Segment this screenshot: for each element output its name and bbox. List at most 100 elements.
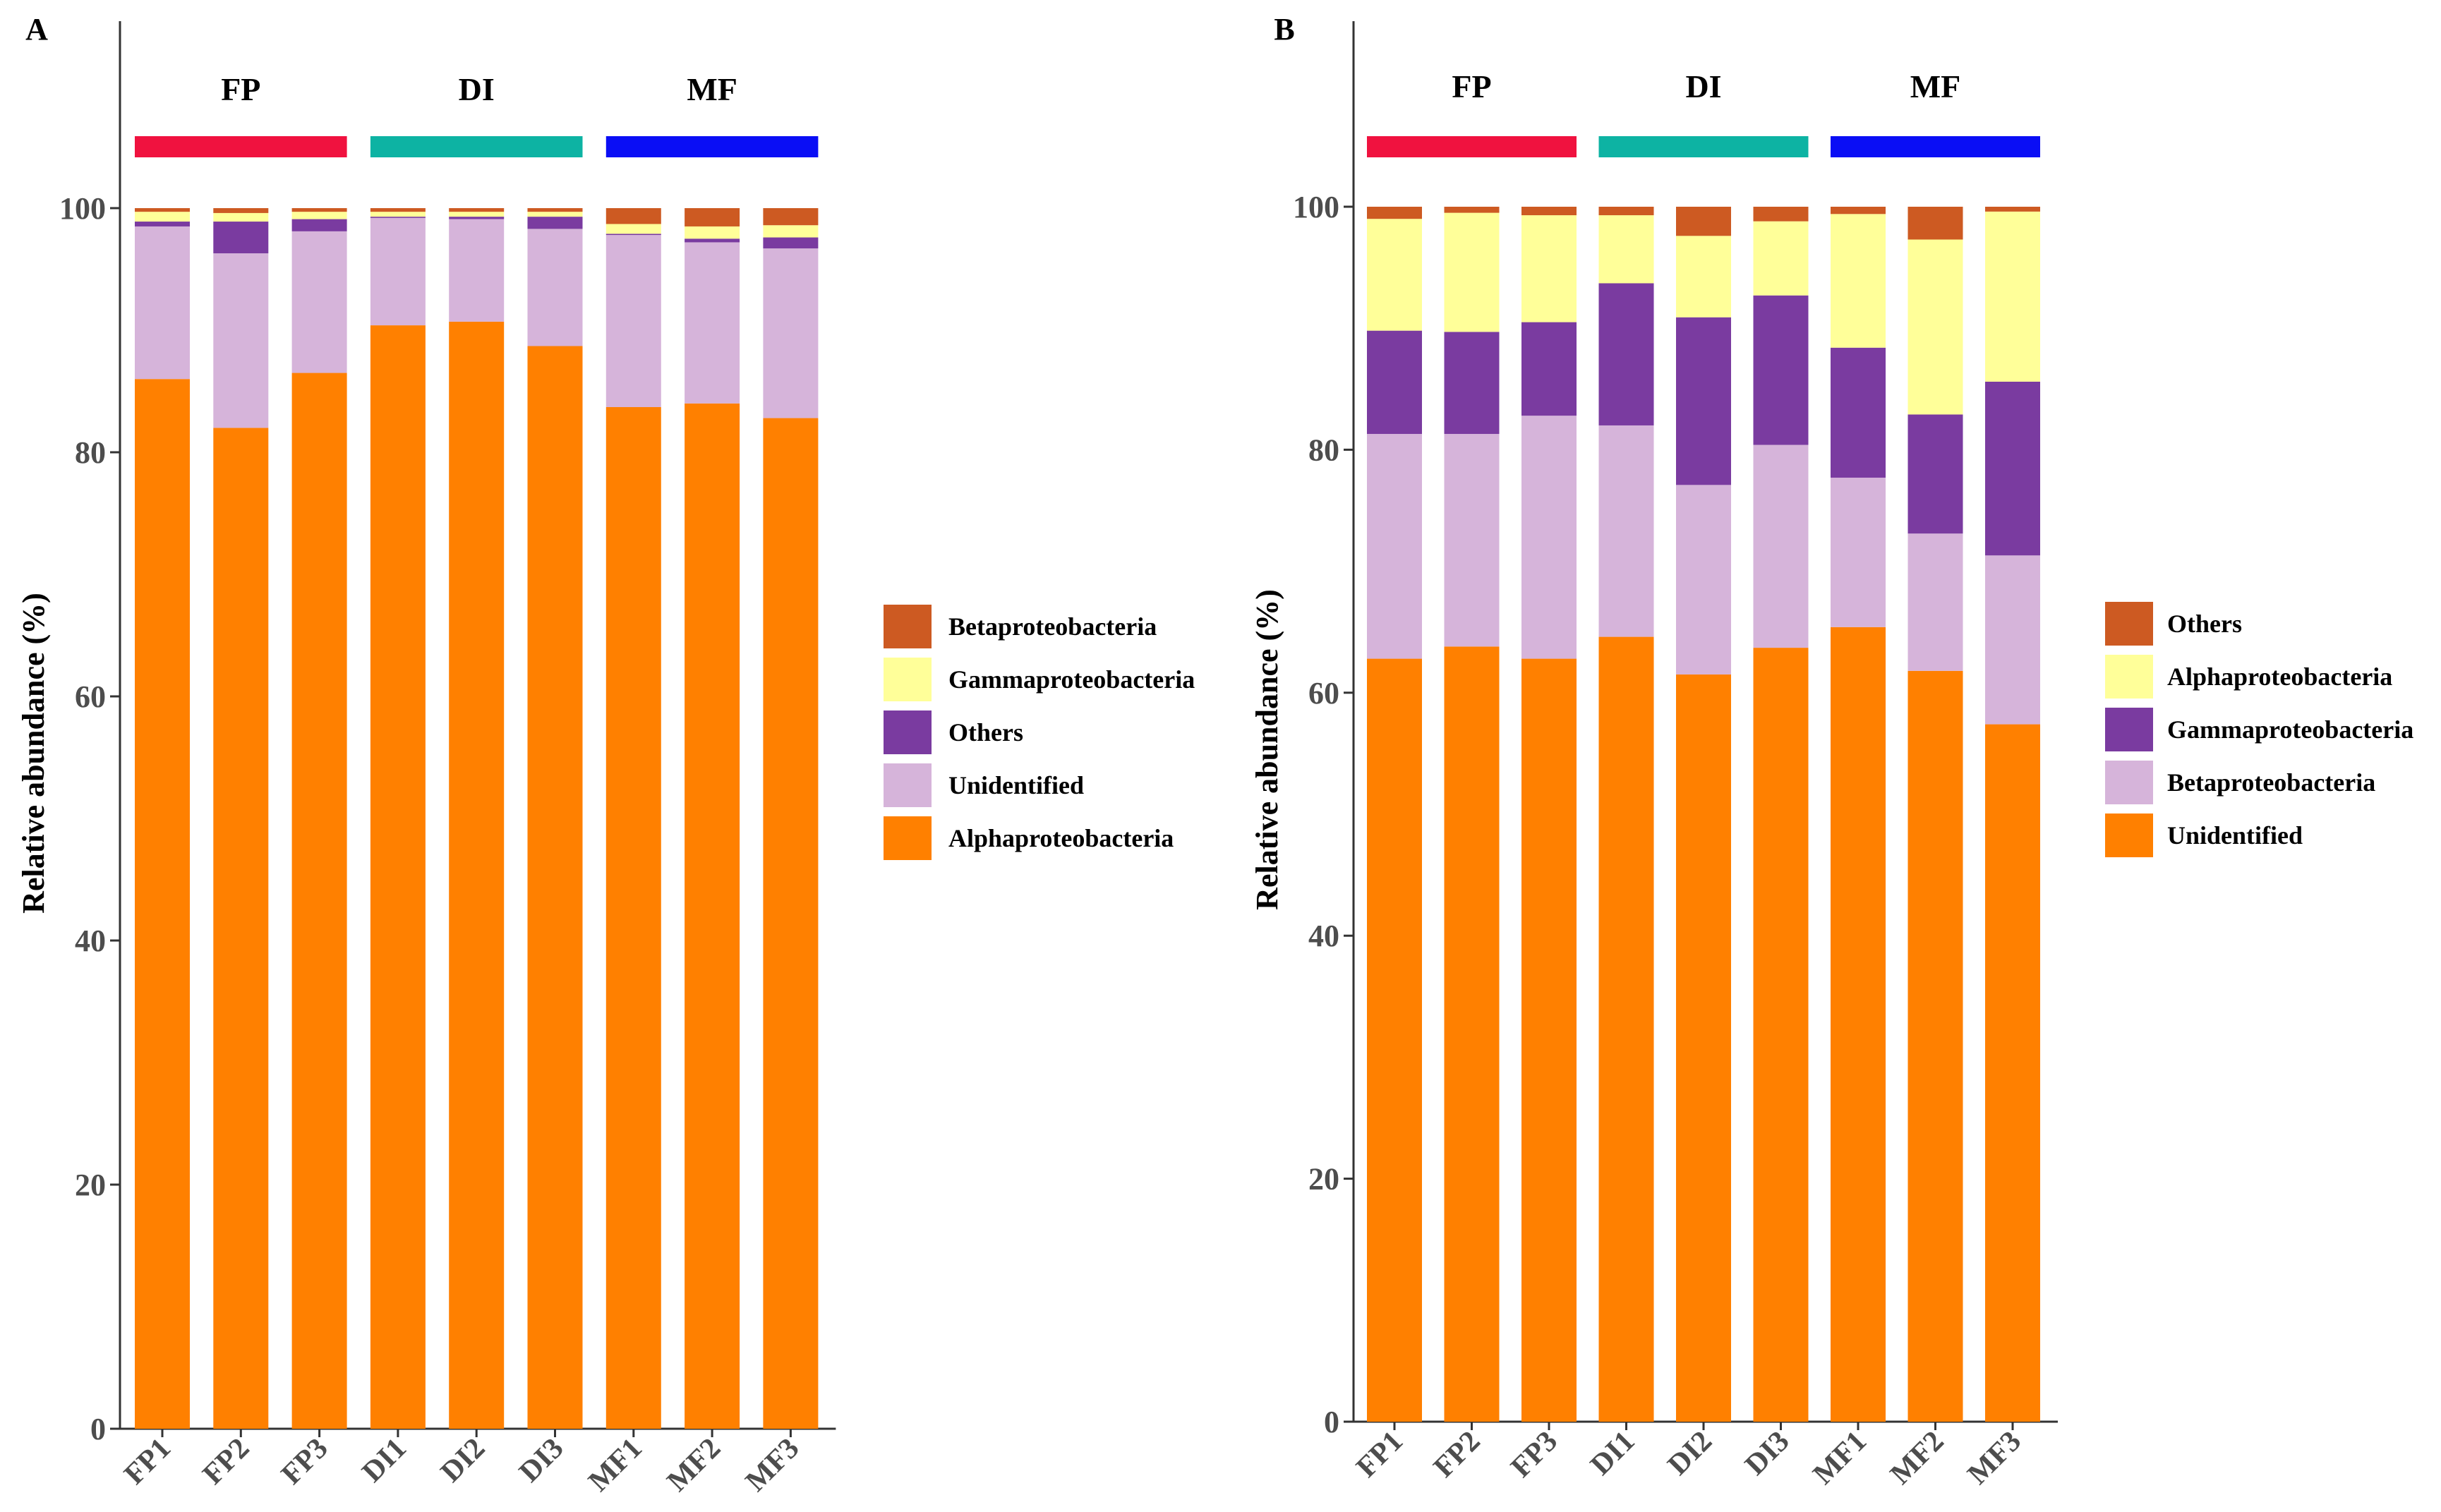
- bar-segment-fp2-gammaproteobacteria: [1444, 332, 1500, 435]
- x-tick-label-di1: DI1: [356, 1432, 413, 1489]
- bar-segment-fp3-alphaproteobacteria: [1521, 215, 1577, 322]
- bar-segment-di2-alphaproteobacteria: [449, 321, 505, 1429]
- x-tick-label-mf2: MF2: [661, 1432, 728, 1499]
- bar-segment-mf2-unidentified: [685, 242, 740, 404]
- x-tick-label-mf1: MF1: [1807, 1425, 1874, 1492]
- bar-segment-mf3-others: [763, 237, 819, 249]
- legend-swatch-unidentified: [2105, 814, 2153, 857]
- bar-segment-mf2-gammaproteobacteria: [685, 226, 740, 239]
- bar-segment-mf1-unidentified: [1831, 627, 1886, 1422]
- bar-segment-di3-betaproteobacteria: [527, 208, 583, 212]
- bar-segment-mf2-others: [1907, 207, 1963, 240]
- bar-segment-di3-gammaproteobacteria: [1753, 295, 1809, 445]
- bar-segment-mf2-gammaproteobacteria: [1907, 414, 1963, 534]
- legend: Betaproteobacteria Gammaproteobacteria Oth…: [884, 605, 1195, 860]
- legend-label-gammaproteobacteria: Gammaproteobacteria: [948, 665, 1195, 694]
- bar-segment-di1-alphaproteobacteria: [370, 325, 426, 1429]
- bar-segment-fp1-gammaproteobacteria: [1367, 330, 1422, 435]
- bar-segment-mf1-gammaproteobacteria: [1831, 347, 1886, 478]
- legend-label-unidentified: Unidentified: [2167, 821, 2303, 849]
- y-tick-label: 20: [1308, 1162, 1339, 1197]
- legend-label-betaproteobacteria: Betaproteobacteria: [948, 612, 1157, 641]
- group-bar-fp: [135, 136, 347, 157]
- bar-segment-fp2-others: [213, 222, 269, 254]
- bar-segment-di2-unidentified: [449, 219, 505, 322]
- group-bar-mf: [605, 136, 819, 157]
- bar-segment-di1-unidentified: [370, 217, 426, 326]
- bar-segment-fp1-betaproteobacteria: [1367, 434, 1422, 659]
- bar-segment-mf2-others: [685, 238, 740, 243]
- bar-segment-di2-betaproteobacteria: [1676, 485, 1731, 675]
- y-axis-title: Relative abundance (%): [16, 593, 51, 914]
- chart-panel-a: A 0 20 40 60 80 100 Relative abundance (%) FP1 FP…: [16, 12, 1195, 1498]
- x-tick-label-fp2: FP2: [1428, 1425, 1487, 1484]
- legend-swatch-betaproteobacteria: [884, 605, 932, 648]
- bar-segment-fp1-alphaproteobacteria: [135, 379, 190, 1429]
- x-tick-label-di3: DI3: [513, 1432, 569, 1489]
- bar-segment-di3-others: [1753, 207, 1809, 222]
- legend-swatch-gammaproteobacteria: [884, 658, 932, 701]
- y-tick-label: 40: [1308, 919, 1339, 953]
- bar-segment-fp2-alphaproteobacteria: [1444, 212, 1500, 332]
- bar-segment-di2-gammaproteobacteria: [1676, 317, 1731, 485]
- bar-segment-fp2-betaproteobacteria: [1444, 434, 1500, 647]
- legend-label-gammaproteobacteria: Gammaproteobacteria: [2167, 715, 2413, 744]
- bar-segment-mf2-unidentified: [1907, 670, 1963, 1422]
- x-tick-label-di2: DI2: [435, 1432, 491, 1489]
- panel-letter: A: [25, 12, 48, 47]
- group-label-mf: MF: [687, 71, 737, 107]
- y-axis-title: Relative abundance (%): [1250, 589, 1284, 910]
- bar-segment-mf3-gammaproteobacteria: [1985, 381, 2040, 556]
- bar-segment-di3-betaproteobacteria: [1753, 444, 1809, 648]
- bar-segment-fp3-betaproteobacteria: [1521, 416, 1577, 659]
- bar-segment-fp3-others: [1521, 207, 1577, 216]
- legend-label-others: Others: [2167, 610, 2242, 638]
- bar-segment-di1-alphaproteobacteria: [1598, 215, 1654, 284]
- legend-swatch-others: [2105, 602, 2153, 646]
- x-tick-label-fp1: FP1: [1350, 1425, 1409, 1484]
- legend-label-betaproteobacteria: Betaproteobacteria: [2167, 768, 2375, 797]
- bar-segment-mf3-betaproteobacteria: [1985, 555, 2040, 725]
- bar-segment-di1-betaproteobacteria: [370, 208, 426, 212]
- legend-swatch-gammaproteobacteria: [2105, 708, 2153, 751]
- bar-segment-fp2-others: [1444, 207, 1500, 213]
- x-tick-label-di3: DI3: [1739, 1425, 1795, 1482]
- bar-segment-mf3-unidentified: [763, 248, 819, 418]
- bar-segment-di3-unidentified: [527, 229, 583, 346]
- bar-segment-di3-unidentified: [1753, 648, 1809, 1422]
- bar-segment-di1-gammaproteobacteria: [370, 212, 426, 217]
- bar-segment-fp2-gammaproteobacteria: [213, 212, 269, 222]
- legend-swatch-others: [884, 710, 932, 754]
- bar-segment-fp2-betaproteobacteria: [213, 208, 269, 213]
- bar-segment-mf1-gammaproteobacteria: [605, 224, 661, 234]
- legend-swatch-unidentified: [884, 763, 932, 807]
- y-tick-label: 0: [90, 1412, 106, 1446]
- bar-segment-mf1-betaproteobacteria: [1831, 478, 1886, 627]
- group-label-di: DI: [1685, 68, 1721, 104]
- x-tick-label-fp3: FP3: [1505, 1425, 1564, 1484]
- group-bar-mf: [1831, 136, 2040, 157]
- legend: Others Alphaproteobacteria Gammaproteobact…: [2105, 602, 2413, 857]
- x-tick-label-di2: DI2: [1662, 1425, 1718, 1482]
- bar-segment-fp1-others: [1367, 207, 1422, 219]
- group-bar-di: [1598, 136, 1809, 157]
- x-tick-label-mf2: MF2: [1884, 1425, 1951, 1492]
- group-bar-di: [370, 136, 583, 157]
- bar-segment-mf1-alphaproteobacteria: [605, 406, 661, 1429]
- x-tick-label-fp2: FP2: [197, 1432, 256, 1492]
- group-label-fp: FP: [1452, 68, 1491, 104]
- bar-segment-di1-unidentified: [1598, 636, 1654, 1422]
- bar-segment-mf2-alphaproteobacteria: [1907, 239, 1963, 415]
- y-tick-label: 80: [75, 435, 106, 470]
- bar-segment-mf3-alphaproteobacteria: [763, 418, 819, 1429]
- bar-segment-fp1-betaproteobacteria: [135, 208, 190, 212]
- legend-label-others: Others: [948, 718, 1023, 746]
- bar-segment-mf3-others: [1985, 207, 2040, 212]
- bar-segment-fp1-others: [135, 222, 190, 226]
- x-tick-label-mf1: MF1: [582, 1432, 649, 1499]
- chart-panel-b: B 0 20 40 60 80 100 Relative abundance (%) FP1 FP…: [1250, 12, 2413, 1491]
- bar-segment-mf3-unidentified: [1985, 724, 2040, 1422]
- y-tick-label: 80: [1308, 433, 1339, 467]
- bar-segment-fp2-alphaproteobacteria: [213, 428, 269, 1429]
